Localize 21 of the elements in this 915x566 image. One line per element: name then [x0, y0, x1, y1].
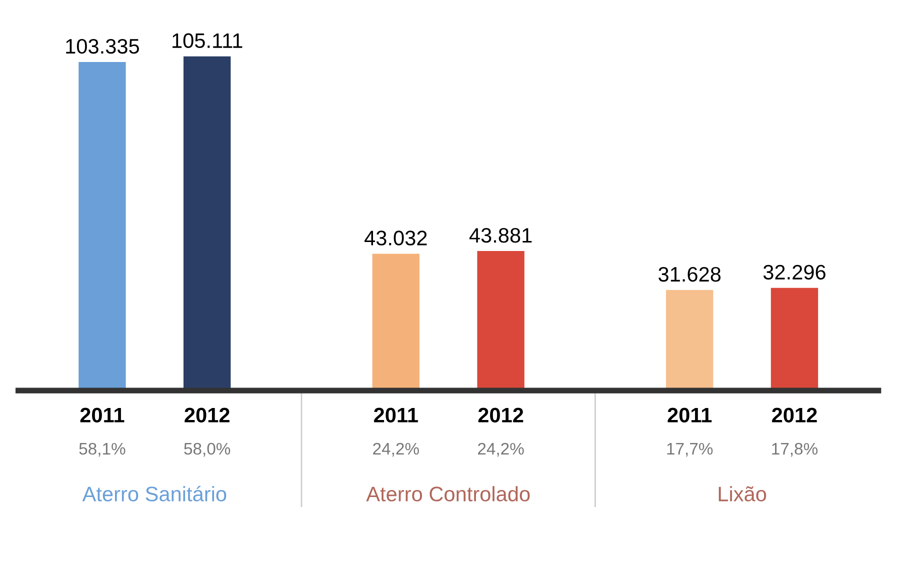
x-tick-label: 2012	[772, 408, 817, 423]
text: Aterro Sanitário	[82, 486, 226, 502]
x-tick-label: 2011	[374, 408, 418, 423]
text: 58,0%	[184, 442, 230, 457]
text: 17,8%	[772, 442, 818, 457]
x-tick-label: 2011	[668, 408, 712, 423]
data-label: 103.335	[66, 38, 139, 54]
data-label: 43.032	[364, 230, 427, 246]
x-tick-label: 2012	[184, 408, 230, 423]
x-tick-label: 2012	[478, 408, 524, 423]
text: 58,1%	[79, 442, 126, 457]
x-tick-label: 2011	[80, 408, 124, 423]
data-label: 31.628	[658, 266, 721, 282]
text: 24,2%	[478, 442, 524, 457]
data-label: 105.111	[172, 33, 242, 48]
data-label: 32.296	[763, 264, 826, 280]
text: Aterro Controlado	[366, 486, 530, 502]
data-label: 43.881	[469, 228, 532, 243]
text: 17,7%	[667, 442, 713, 457]
text: Lixão	[718, 486, 766, 502]
text: 24,2%	[373, 442, 419, 457]
